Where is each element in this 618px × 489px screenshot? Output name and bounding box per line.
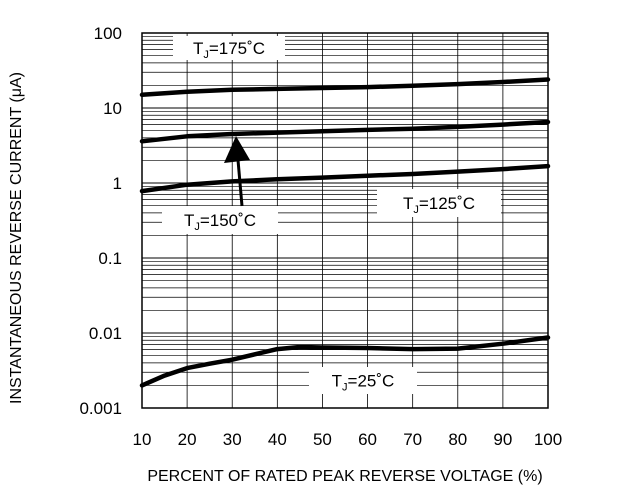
label-25c: TJ=25˚C: [332, 372, 395, 394]
y-tick-label: 0.001: [79, 399, 122, 418]
series-lines: [139, 77, 551, 388]
y-tick-label: 1: [113, 174, 122, 193]
x-tick-label: 30: [223, 430, 242, 449]
y-tick-label: 0.01: [89, 324, 122, 343]
label-150c: TJ=150˚C: [184, 211, 256, 233]
series-label-subscript: J: [194, 221, 200, 233]
y-axis-title: INSTANTANEOUS REVERSE CURRENT (μA): [8, 72, 25, 404]
series-label-box: [309, 367, 417, 394]
series-label-box: [173, 36, 285, 60]
series-label-subscript: J: [413, 204, 419, 216]
plot-frame: [141, 32, 549, 409]
series-label-rest: =25˚C: [348, 372, 395, 391]
series-label-rest: =125˚C: [419, 194, 475, 213]
x-tick-label: 50: [313, 430, 332, 449]
series-labels: TJ=175˚CTJ=150˚CTJ=125˚CTJ=25˚C: [162, 36, 501, 394]
label-175c: TJ=175˚C: [193, 39, 265, 61]
x-tick-label: 90: [493, 430, 512, 449]
label-125c: TJ=125˚C: [403, 194, 475, 216]
arrow-shaft: [236, 159, 244, 207]
x-tick-label: 20: [178, 430, 197, 449]
series-label-box: [162, 206, 278, 234]
series-line-0: [139, 77, 551, 98]
series-label-rest: =175˚C: [209, 39, 265, 58]
series-label-main: T: [193, 39, 203, 58]
pointer-arrow: [224, 136, 250, 207]
x-axis-ticks: 10 20 30 40 50 60 70 80 90 100: [133, 430, 563, 449]
series-label-main: T: [184, 211, 194, 230]
y-axis-ticks: 0.001 0.01 0.1 1 10 100: [79, 24, 122, 418]
series-label-subscript: J: [342, 382, 348, 394]
x-tick-label: 10: [133, 430, 152, 449]
x-tick-label: 60: [358, 430, 377, 449]
y-tick-label: 0.1: [98, 249, 122, 268]
series-line-3: [139, 335, 551, 388]
y-tick-label: 100: [94, 24, 122, 43]
series-label-main: T: [403, 194, 413, 213]
arrow-head: [224, 136, 250, 163]
x-axis-title: PERCENT OF RATED PEAK REVERSE VOLTAGE (%…: [147, 468, 542, 485]
x-tick-label: 70: [403, 430, 422, 449]
series-line-2: [139, 163, 551, 194]
series-label-box: [377, 189, 501, 217]
series-line-1: [139, 119, 551, 144]
x-tick-label: 80: [448, 430, 467, 449]
y-tick-label: 10: [103, 99, 122, 118]
series-label-main: T: [332, 372, 342, 391]
x-tick-label: 40: [268, 430, 287, 449]
series-label-rest: =150˚C: [200, 211, 256, 230]
x-tick-label: 100: [534, 430, 562, 449]
series-label-subscript: J: [203, 49, 209, 61]
